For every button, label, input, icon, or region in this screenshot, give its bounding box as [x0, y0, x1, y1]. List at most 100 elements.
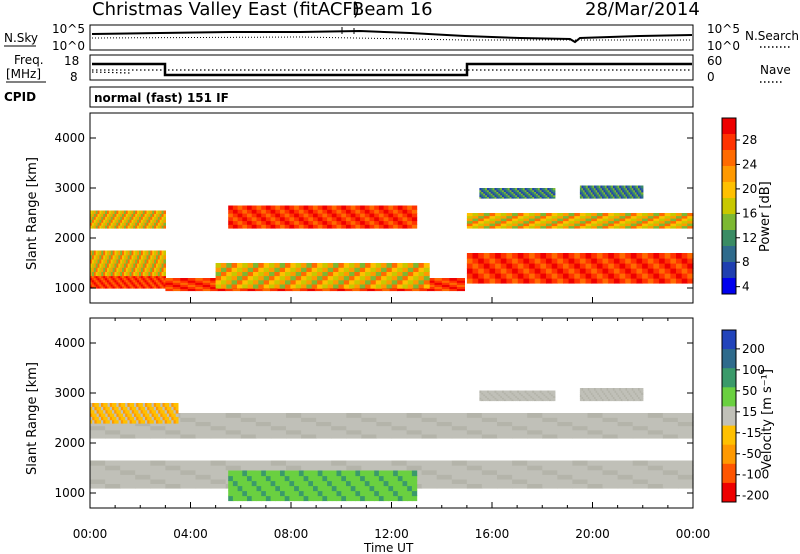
velocity-cell [378, 490, 385, 497]
velocity-cell [165, 429, 182, 435]
freq-trace [92, 62, 692, 77]
power-cell [411, 224, 418, 229]
velocity-cell [500, 392, 503, 395]
power-cell [507, 196, 511, 199]
velocity-cell [590, 396, 594, 399]
power-cell [413, 275, 420, 281]
power-cell [378, 224, 385, 229]
power-cell [146, 281, 149, 285]
power-cell [261, 220, 267, 225]
power-cell [91, 271, 95, 277]
power-cell [210, 284, 219, 287]
power-cell [163, 216, 166, 220]
velocity-cell [336, 495, 342, 502]
power-cell [523, 220, 530, 224]
velocity-cell [346, 433, 362, 439]
power-cell [97, 210, 100, 214]
power-cell [483, 213, 491, 217]
power-cell [221, 279, 227, 285]
power-cell [118, 281, 121, 285]
power-cell [365, 271, 371, 277]
velocity-cell [509, 395, 513, 398]
power-cell [103, 275, 106, 279]
power-cell [545, 189, 548, 192]
power-cell [221, 283, 227, 289]
power-cell [237, 263, 243, 268]
velocity-cell [625, 390, 628, 393]
velocity-cell [391, 460, 408, 466]
velocity-cell [581, 388, 584, 391]
velocity-cell [134, 416, 137, 421]
velocity-cell [481, 393, 484, 397]
velocity-cell [519, 392, 522, 395]
velocity-cell [127, 403, 131, 407]
power-cell [472, 218, 479, 222]
velocity-cell [94, 419, 98, 424]
power-cell [303, 209, 309, 214]
power-cell [505, 193, 509, 196]
velocity-cell [481, 421, 498, 427]
velocity-cell [542, 469, 558, 475]
power-cell [633, 193, 636, 197]
velocity-cell [545, 395, 548, 398]
power-cell [231, 279, 238, 285]
power-cell [118, 213, 121, 217]
velocity-cell [160, 419, 164, 424]
velocity-cell [247, 495, 253, 502]
power-cell [108, 279, 112, 283]
power-cell [517, 278, 525, 284]
velocity-cell [175, 419, 179, 424]
power-cell [144, 225, 148, 229]
power-cell [369, 213, 375, 218]
velocity-cell [500, 398, 503, 402]
velocity-cell [633, 398, 636, 402]
velocity-cell [173, 416, 177, 421]
power-cell [122, 213, 125, 217]
power-cell [93, 279, 97, 283]
power-cell [93, 222, 97, 226]
velocity-cell [406, 433, 423, 439]
power-cell [90, 219, 93, 223]
velocity-cell [512, 429, 528, 435]
power-cell [133, 219, 136, 223]
power-cell [557, 220, 564, 224]
power-cell [150, 213, 153, 217]
power-cell [407, 271, 414, 277]
power-cell [627, 191, 630, 195]
power-cell [289, 220, 295, 225]
power-cell [112, 222, 116, 226]
velocity-cell [322, 495, 328, 502]
velocity-cell [622, 388, 625, 391]
power-cell [526, 194, 529, 197]
power-cell [163, 285, 166, 289]
power-cell [549, 196, 552, 199]
velocity-cell [301, 429, 317, 435]
velocity-cell [286, 429, 302, 435]
velocity-cell [595, 398, 598, 402]
velocity-cell [275, 490, 281, 497]
velocity-cell [517, 395, 520, 398]
power-cell [118, 254, 121, 260]
velocity-cell [261, 480, 267, 487]
velocity-cell [162, 406, 166, 411]
velocity-cell [313, 485, 319, 492]
velocity-cell [232, 495, 239, 502]
power-cell [369, 209, 375, 214]
velocity-cell [294, 480, 300, 487]
power-cell [483, 223, 491, 227]
power-cell [620, 195, 623, 199]
velocity-cell [622, 396, 625, 399]
power-cell [148, 222, 151, 226]
power-cell [539, 194, 543, 197]
velocity-cell [364, 475, 371, 482]
power-cell [502, 191, 505, 194]
power-cell [97, 283, 100, 287]
power-cell [472, 223, 479, 227]
power-cell [295, 267, 302, 272]
power-cell [681, 268, 688, 274]
power-cell [494, 189, 497, 192]
velocity-cell [364, 470, 371, 477]
power-cell [591, 258, 598, 264]
power-cell [289, 216, 295, 222]
power-cell [503, 189, 507, 192]
